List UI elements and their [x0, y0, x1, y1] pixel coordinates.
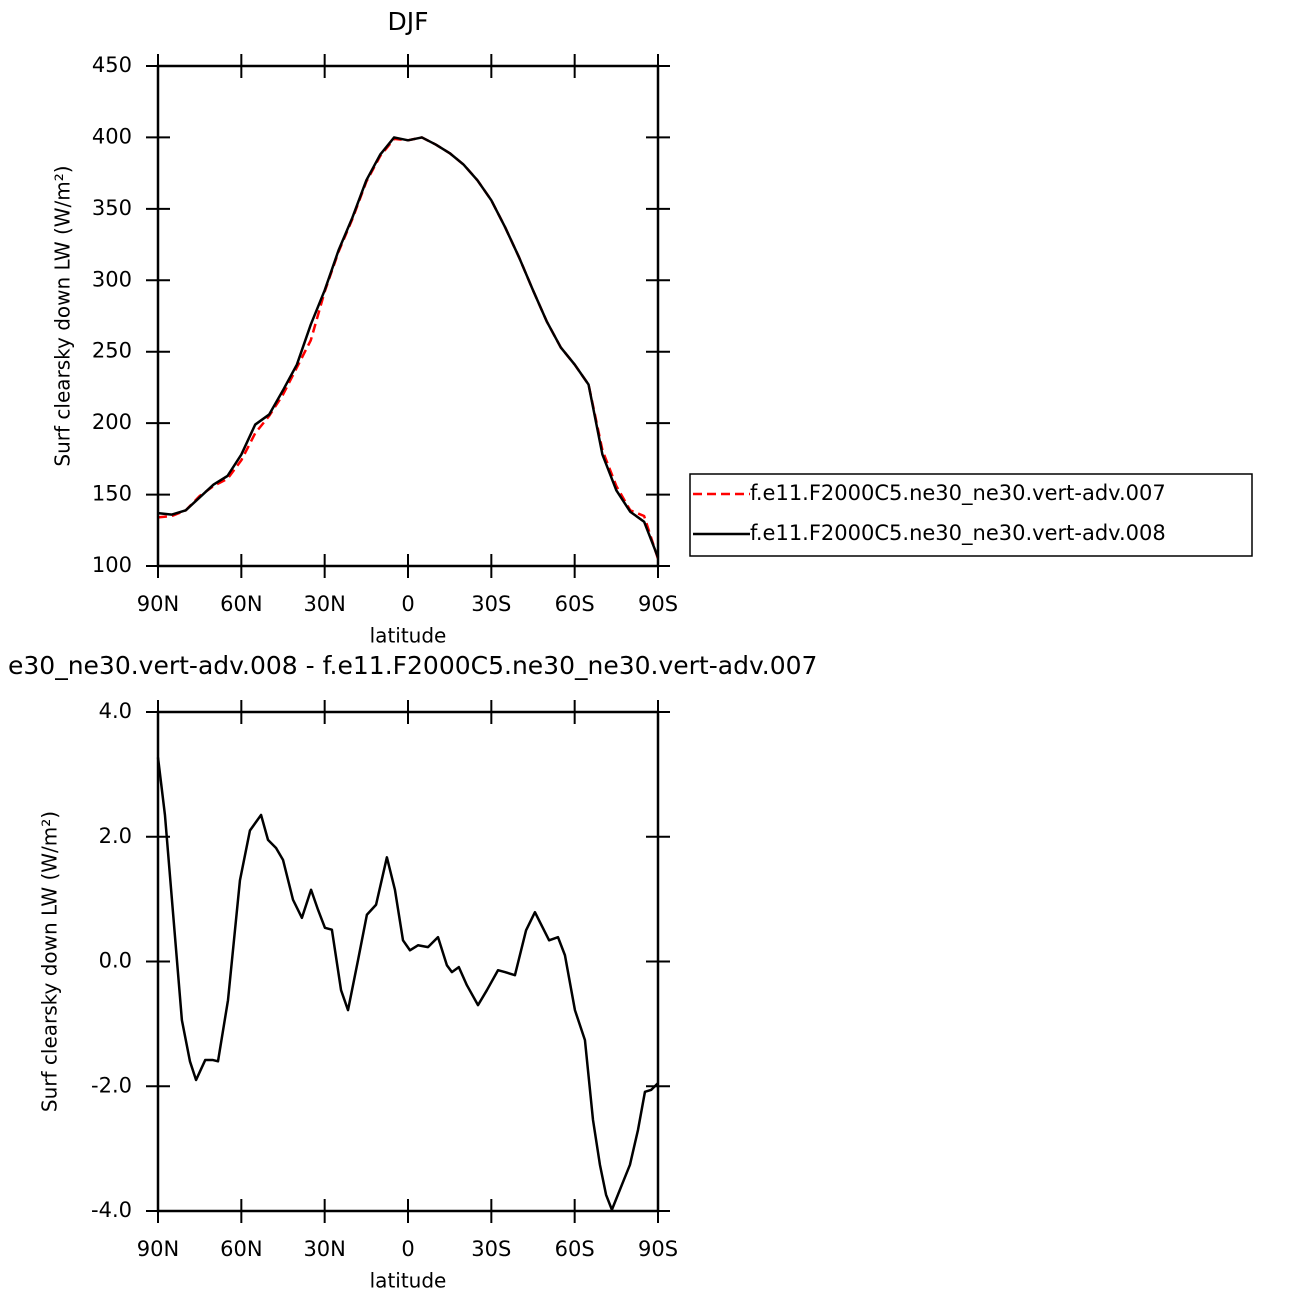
y-tick-label: 150 [92, 482, 132, 506]
y-tick-label: 300 [92, 267, 132, 291]
y-axis-label: Surf clearsky down LW (W/m²) [38, 811, 62, 1112]
data-line [156, 757, 659, 1211]
y-tick-label: 2.0 [99, 824, 132, 848]
x-axis-label: latitude [370, 1269, 447, 1293]
y-tick-label: 4.0 [99, 699, 132, 723]
chart-title: DJF [387, 7, 428, 36]
legend-box [689, 473, 1253, 557]
y-tick-label: 200 [92, 410, 132, 434]
x-tick-label: 30N [303, 1237, 345, 1261]
x-tick-label: 0 [401, 1237, 414, 1261]
x-tick-label: 30S [471, 1237, 511, 1261]
y-tick-label: 0.0 [99, 949, 132, 973]
legend-label: f.e11.F2000C5.ne30_ne30.vert-adv.008 [750, 521, 1166, 546]
x-tick-label: 60N [220, 1237, 262, 1261]
y-tick-label: 400 [92, 124, 132, 148]
chart-title: e30_ne30.vert-adv.008 - f.e11.F2000C5.ne… [8, 651, 817, 680]
y-tick-label: 450 [92, 53, 132, 77]
y-tick-label: -2.0 [91, 1073, 132, 1097]
x-tick-label: 60N [220, 592, 262, 616]
x-tick-label: 90N [137, 592, 179, 616]
x-tick-label: 30N [303, 592, 345, 616]
x-axis-label: latitude [370, 624, 447, 648]
x-tick-label: 60S [555, 1237, 595, 1261]
x-tick-label: 90N [137, 1237, 179, 1261]
data-line [157, 136, 660, 558]
y-tick-label: 350 [92, 196, 132, 220]
y-tick-label: 250 [92, 339, 132, 363]
x-tick-label: 90S [638, 1237, 678, 1261]
y-axis-label: Surf clearsky down LW (W/m²) [51, 165, 75, 466]
data-line [157, 136, 660, 560]
x-tick-label: 60S [555, 592, 595, 616]
y-tick-label: -4.0 [91, 1198, 132, 1222]
x-tick-label: 90S [638, 592, 678, 616]
legend-label: f.e11.F2000C5.ne30_ne30.vert-adv.007 [750, 481, 1166, 506]
y-tick-label: 100 [92, 553, 132, 577]
x-tick-label: 30S [471, 592, 511, 616]
x-tick-label: 0 [401, 592, 414, 616]
